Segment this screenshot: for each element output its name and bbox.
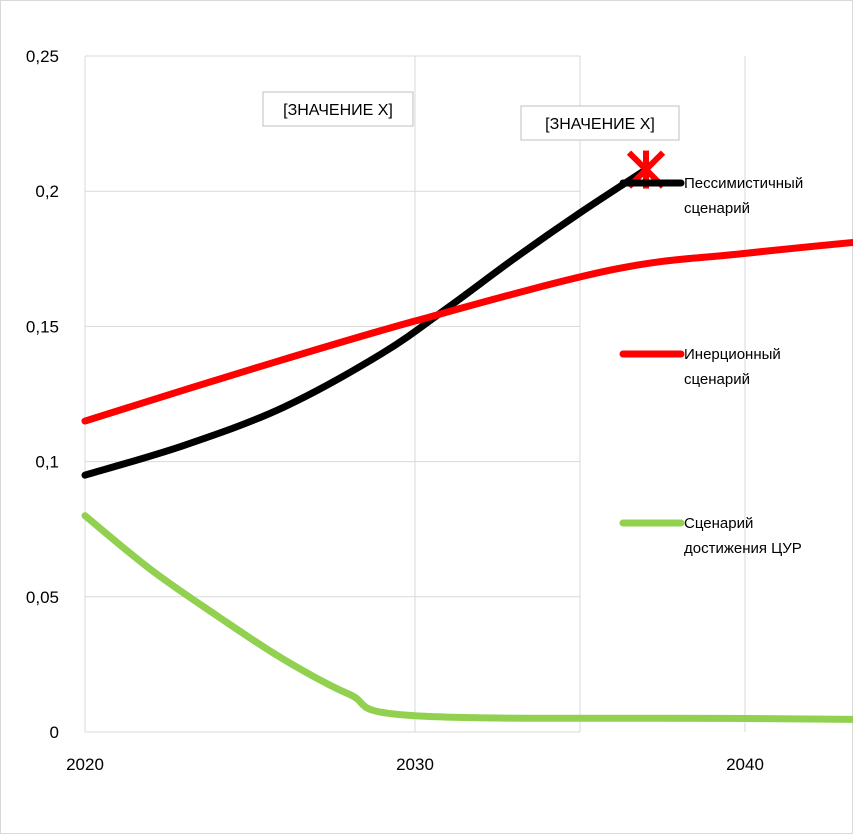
x-tick-label: 2040 — [726, 755, 764, 774]
value-callout: [ЗНАЧЕНИЕ X] — [520, 105, 680, 141]
legend-label: достижения ЦУР — [684, 540, 802, 557]
inertial-series-line — [81, 238, 853, 425]
y-tick-label: 0,2 — [35, 182, 59, 201]
legend: Пессимистичный сценарий Инерционный сценари… — [619, 175, 803, 557]
legend-item: Пессимистичный сценарий — [619, 175, 803, 217]
legend-label: Пессимистичный — [684, 175, 803, 192]
value-callouts: [ЗНАЧЕНИЕ X] [ЗНАЧЕНИЕ X] — [262, 91, 680, 141]
grid — [84, 55, 746, 733]
legend-item: Инерционный сценарий — [619, 346, 781, 388]
y-tick-label: 0,1 — [35, 453, 59, 472]
x-axis-ticks: 20202030204020502060 — [66, 755, 764, 774]
legend-label: сценарий — [684, 200, 750, 217]
x-tick-label: 2020 — [66, 755, 104, 774]
x-tick-label: 2030 — [396, 755, 434, 774]
series-lines — [81, 166, 853, 723]
value-callout: [ЗНАЧЕНИЕ X] — [262, 91, 414, 127]
y-tick-label: 0 — [50, 723, 59, 742]
callout-label: [ЗНАЧЕНИЕ X] — [545, 116, 655, 133]
y-axis-ticks: 0 0,05 0,1 0,15 0,2 0,25 — [26, 47, 59, 742]
pessimistic-series-line — [81, 166, 650, 479]
y-tick-label: 0,15 — [26, 317, 59, 336]
legend-label: сценарий — [684, 371, 750, 388]
legend-item: Сценарий достижения ЦУР — [619, 515, 802, 557]
sdg-series-line — [81, 512, 853, 723]
legend-label: Сценарий — [684, 515, 753, 532]
y-tick-label: 0,25 — [26, 47, 59, 66]
callout-label: [ЗНАЧЕНИЕ X] — [283, 102, 393, 119]
legend-label: Инерционный — [684, 346, 781, 363]
y-tick-label: 0,05 — [26, 588, 59, 607]
